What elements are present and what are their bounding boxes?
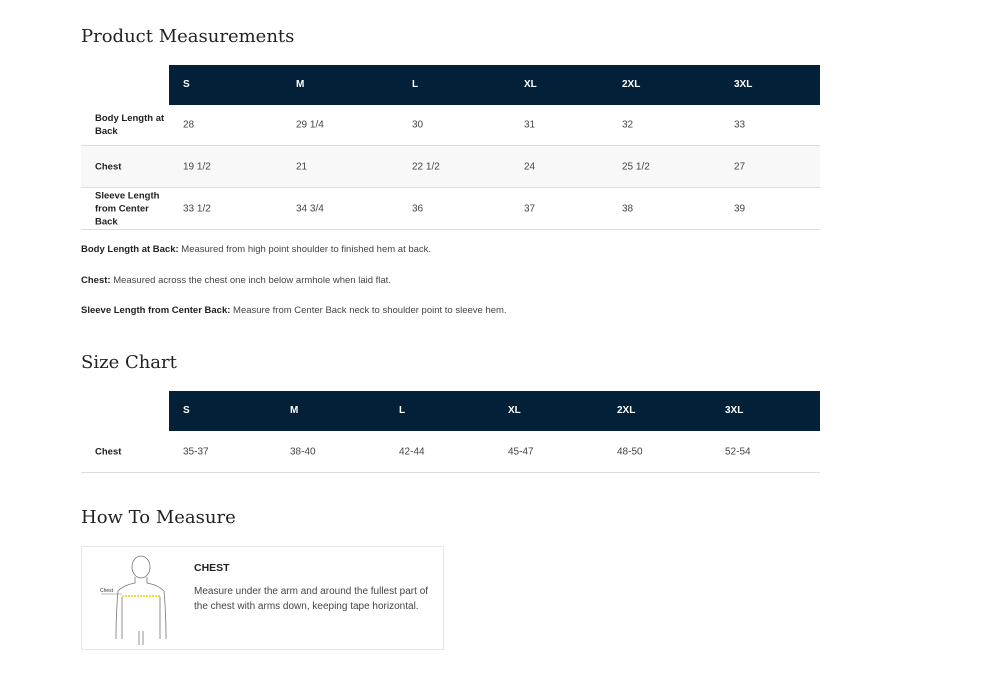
note-body-length: Body Length at Back: Measured from high …: [81, 244, 431, 255]
cell: 52-54: [725, 446, 751, 457]
cell: 39: [734, 203, 746, 214]
cell: 34 3/4: [296, 203, 324, 214]
header-size: L: [412, 79, 419, 90]
header-size: M: [296, 79, 305, 90]
header-size: 2XL: [622, 79, 641, 90]
card-heading: CHEST: [194, 562, 230, 574]
header-size: L: [399, 405, 406, 416]
row-label: Sleeve Length from Center Back: [95, 190, 160, 227]
note-sleeve: Sleeve Length from Center Back: Measure …: [81, 305, 507, 316]
cell: 36: [412, 203, 424, 214]
cell: 24: [524, 161, 536, 172]
header-size: 3XL: [734, 79, 753, 90]
header-size: S: [183, 79, 190, 90]
cell: 37: [524, 203, 536, 214]
note-chest: Chest: Measured across the chest one inc…: [81, 275, 391, 286]
cell: 28: [183, 119, 195, 131]
note-term: Chest:: [81, 275, 111, 286]
section-title-measurements: Product Measurements: [81, 26, 295, 47]
note-term: Body Length at Back:: [81, 244, 179, 255]
measure-card-chest: Chest CHEST Measure under the arm and ar…: [81, 546, 444, 650]
cell: 48-50: [617, 446, 643, 457]
card-description: Measure under the arm and around the ful…: [194, 586, 429, 612]
measurements-table: S M L XL 2XL 3XL Body Length at Back 28 …: [81, 65, 820, 230]
chest-figure-icon: Chest: [100, 555, 167, 645]
header-size: 3XL: [725, 405, 744, 416]
note-text: Measured across the chest one inch below…: [110, 275, 391, 286]
note-text: Measured from high point shoulder to fin…: [178, 244, 432, 255]
cell: 33: [734, 119, 746, 131]
header-size: M: [290, 405, 299, 416]
cell: 29 1/4: [296, 119, 324, 131]
table-row: Chest 35-37 38-40 42-44 45-47 48-50 52-5…: [81, 431, 820, 473]
cell: 27: [734, 161, 746, 172]
table-header: S M L XL 2XL 3XL: [169, 65, 820, 105]
cell: 19 1/2: [183, 161, 211, 172]
table-row: Chest 19 1/2 21 22 1/2 24 25 1/2 27: [81, 146, 820, 188]
note-text: Measure from Center Back neck to shoulde…: [230, 305, 507, 316]
table-row: Body Length at Back 28 29 1/4 30 31 32 3…: [81, 105, 820, 146]
cell: 22 1/2: [412, 161, 440, 172]
table-header: S M L XL 2XL 3XL: [169, 391, 820, 431]
cell: 25 1/2: [622, 161, 650, 172]
cell: 32: [622, 119, 634, 131]
cell: 42-44: [399, 446, 425, 457]
header-size: S: [183, 405, 190, 416]
cell: 38-40: [290, 446, 316, 457]
section-title-how-to-measure: How To Measure: [81, 507, 236, 528]
cell: 45-47: [508, 446, 534, 457]
cell: 21: [296, 161, 308, 172]
cell: 38: [622, 203, 634, 214]
cell: 31: [524, 119, 536, 131]
cell: 30: [412, 119, 424, 131]
note-term: Sleeve Length from Center Back:: [81, 305, 231, 316]
header-size: 2XL: [617, 405, 636, 416]
row-label: Chest: [95, 446, 122, 457]
size-chart-table: S M L XL 2XL 3XL Chest 35-37 38-40 42-44…: [81, 391, 820, 473]
section-title-size-chart: Size Chart: [81, 352, 177, 373]
figure-label: Chest: [100, 588, 114, 594]
cell: 33 1/2: [183, 203, 211, 214]
header-size: XL: [524, 79, 537, 90]
table-row: Sleeve Length from Center Back 33 1/2 34…: [81, 188, 820, 230]
cell: 35-37: [183, 446, 209, 457]
row-label: Body Length at Back: [95, 113, 165, 137]
header-size: XL: [508, 405, 521, 416]
row-label: Chest: [95, 161, 122, 172]
